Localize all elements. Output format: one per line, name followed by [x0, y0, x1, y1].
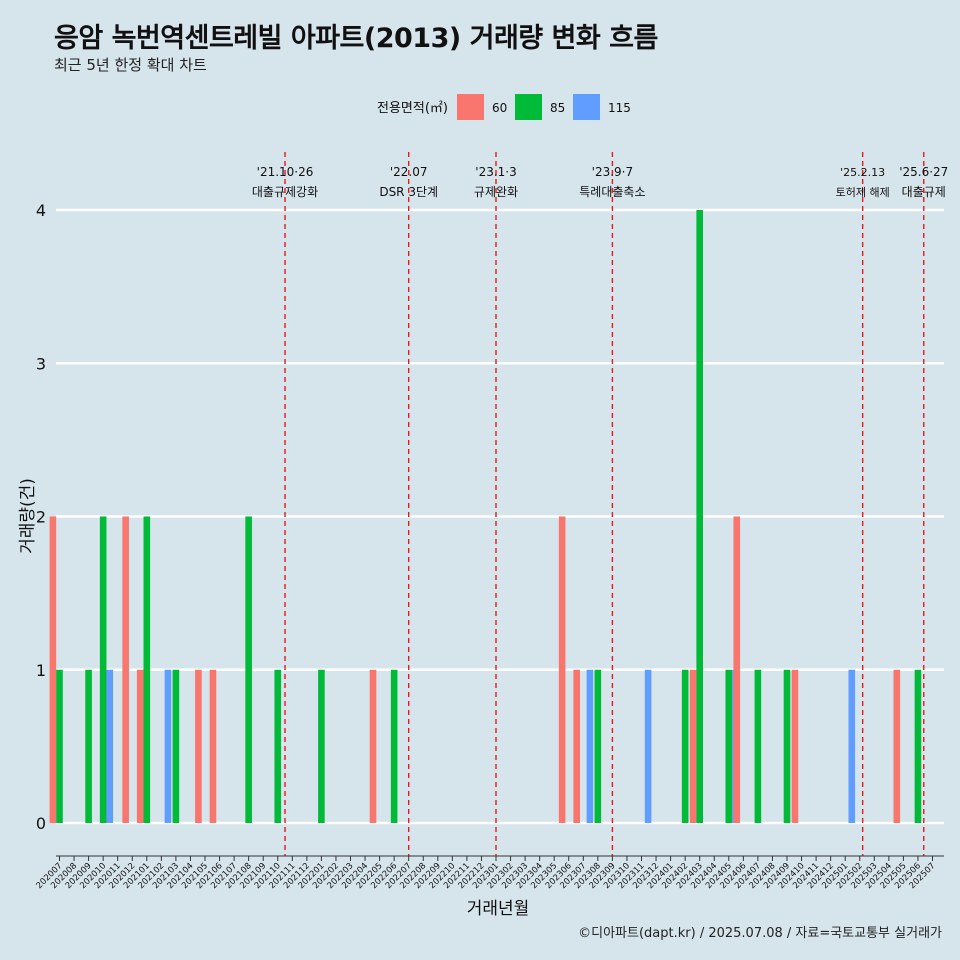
event-label: 대출규제강화: [252, 185, 318, 199]
bar-60: [136, 669, 144, 823]
bar-85: [681, 669, 689, 823]
event-date: '21.10·26: [257, 165, 314, 179]
chart-subtitle: 최근 5년 한정 확대 차트: [54, 56, 207, 74]
event-date: '23.9·7: [592, 165, 633, 179]
bar-85: [245, 516, 252, 823]
bar-85: [725, 669, 733, 823]
y-tick-label: 3: [36, 354, 46, 373]
x-axis: 2020072020082020092020102020112020122021…: [35, 855, 944, 891]
bar-85: [390, 669, 398, 823]
event-label: DSR 3단계: [379, 185, 438, 199]
legend-key-60: [457, 94, 484, 120]
grid-lines: [56, 208, 944, 825]
bar-85: [99, 516, 107, 823]
event-label: 대출규제: [902, 185, 946, 199]
bar-85: [274, 669, 282, 823]
event-date: '25.6·27: [899, 165, 948, 179]
legend-label-85: 85: [550, 101, 565, 115]
bar-115: [106, 669, 114, 823]
chart-title: 응암 녹번역센트레빌 아파트(2013) 거래량 변화 흐름: [54, 23, 658, 54]
bar-60: [369, 669, 377, 823]
event-label: 토허제 해제: [836, 185, 890, 199]
legend-key-115: [573, 94, 600, 120]
y-tick-label: 0: [36, 814, 46, 833]
bar-85: [85, 669, 92, 823]
bar-85: [56, 669, 63, 823]
bar-60: [689, 669, 697, 823]
bar-85: [143, 516, 151, 823]
legend-key-85: [515, 94, 542, 120]
bar-85: [172, 669, 180, 823]
event-label: 특례대출축소: [579, 185, 645, 199]
legend: 전용면적(㎡) 60 85 115: [377, 94, 631, 120]
bar-60: [195, 669, 202, 823]
bar-85: [914, 669, 922, 823]
event-date: '23.1·3: [475, 165, 516, 179]
bar-60: [122, 516, 129, 823]
bar-85: [594, 669, 602, 823]
event-date: '25.2.13: [840, 166, 885, 179]
bar-85: [754, 669, 762, 823]
y-axis: 0 1 2 3 4: [36, 201, 46, 833]
legend-title: 전용면적(㎡): [377, 101, 448, 116]
legend-label-115: 115: [608, 101, 631, 115]
y-tick-label: 4: [36, 201, 46, 220]
x-axis-title: 거래년월: [467, 899, 530, 919]
legend-label-60: 60: [492, 101, 507, 115]
bar-60: [558, 516, 566, 823]
bar-60: [733, 516, 741, 823]
y-tick-label: 1: [36, 661, 46, 680]
bar-85: [318, 669, 325, 823]
bar-115: [586, 669, 594, 823]
event-label: 규제완화: [474, 185, 518, 199]
y-axis-title: 거래량(건): [18, 478, 38, 554]
source-caption: ©디아파트(dapt.kr) / 2025.07.08 / 자료=국토교통부 실…: [578, 926, 942, 941]
bar-85: [783, 669, 791, 823]
bar-115: [848, 669, 856, 823]
event-lines: '21.10·26 대출규제강화 '22.07 DSR 3단계 '23.1·3 규제완화 '…: [252, 152, 948, 856]
bar-60: [893, 669, 901, 823]
bars: [49, 210, 922, 823]
bar-115: [644, 669, 652, 823]
event-date: '22.07: [390, 165, 428, 179]
y-tick-label: 2: [36, 508, 46, 527]
bar-60: [49, 516, 57, 823]
bar-60: [573, 669, 580, 823]
bar-115: [164, 669, 172, 823]
bar-85: [696, 210, 703, 823]
bar-60: [791, 669, 799, 823]
bar-60: [209, 669, 217, 823]
